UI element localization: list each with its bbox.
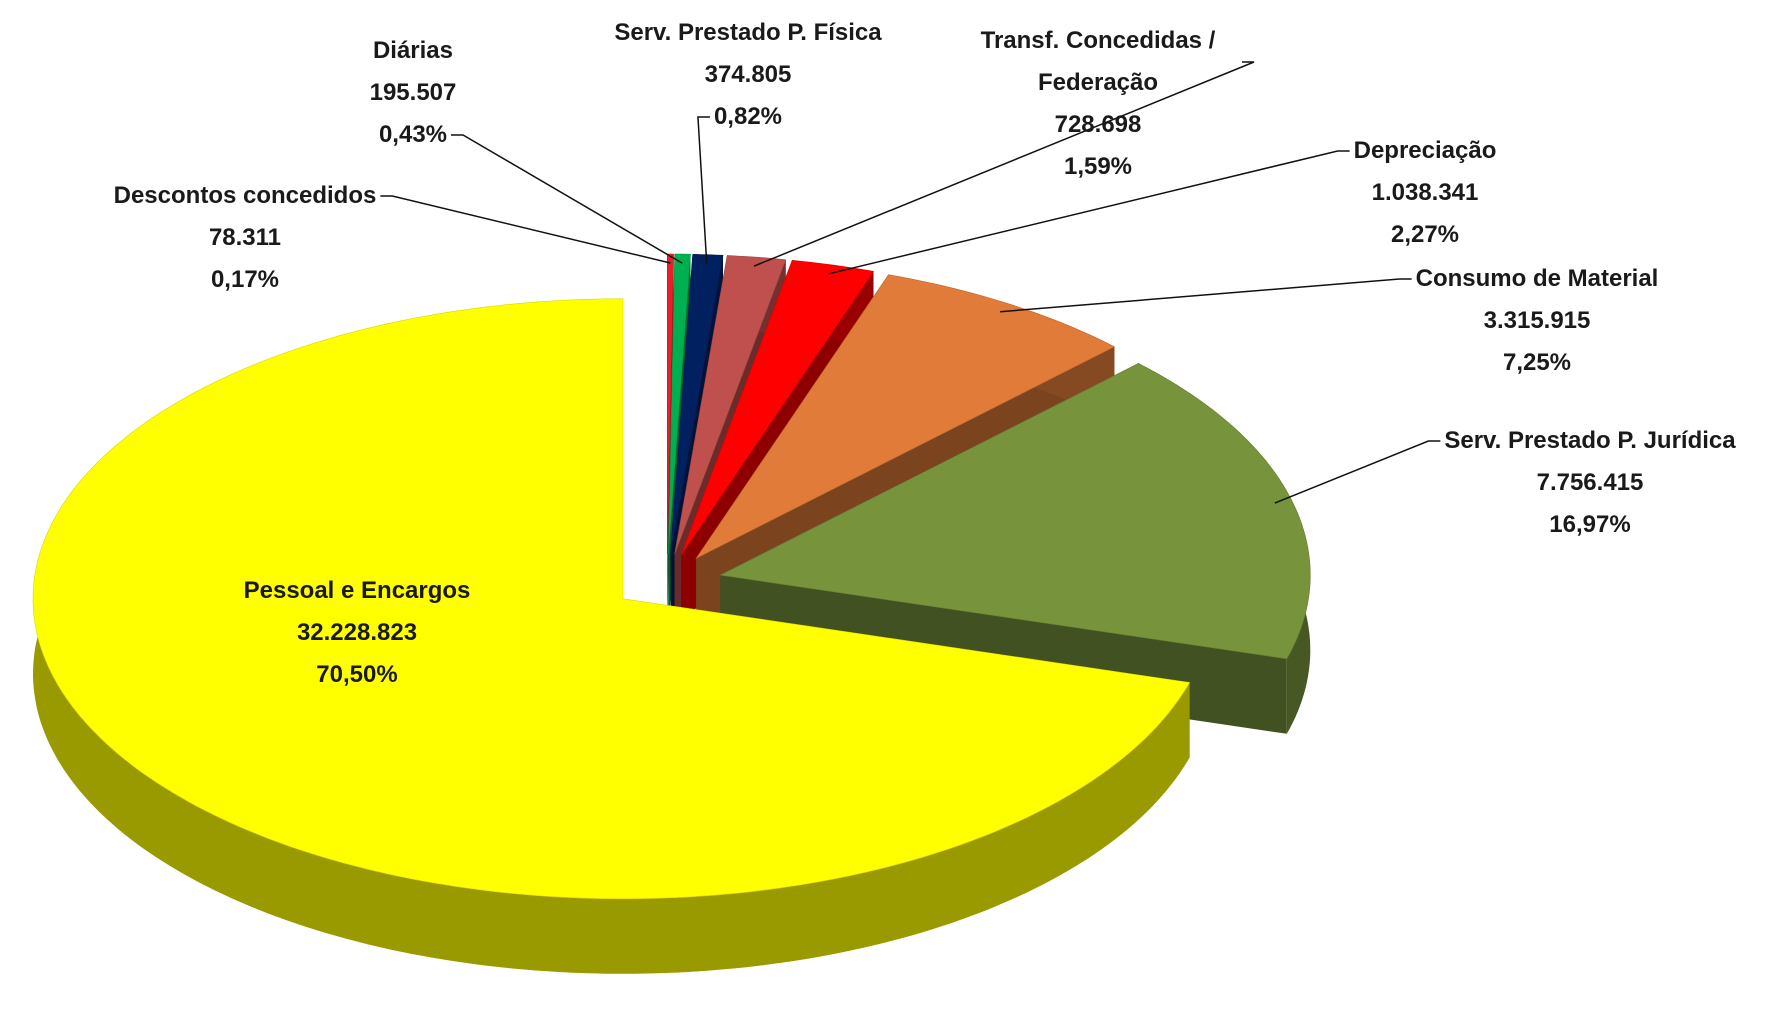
leader-line — [451, 134, 683, 264]
label-percent: 2,27% — [1390, 221, 1460, 248]
data-label: Serv. Prestado P. Jurídica 7.756.415 16,97… — [1444, 420, 1735, 546]
leader-line — [380, 195, 671, 264]
label-name: Depreciação — [1353, 137, 1497, 164]
slice — [668, 253, 691, 555]
label-value: 3.315.915 — [1483, 307, 1591, 334]
label-value: 78.311 — [208, 224, 282, 251]
label-name: Transf. Concedidas / Federação — [980, 27, 1216, 96]
data-label: Depreciação 1.038.341 2,27% — [1354, 130, 1497, 256]
leader-line — [1274, 440, 1441, 504]
leader-line — [697, 116, 710, 264]
label-value: 374.805 — [704, 61, 792, 88]
slice — [719, 363, 1311, 660]
slice — [670, 253, 724, 555]
label-percent: 7,25% — [1502, 349, 1572, 376]
leader-line — [1000, 278, 1412, 313]
label-name: Pessoal e Encargos — [243, 577, 471, 604]
label-percent: 1,59% — [1063, 153, 1133, 180]
data-label: Transf. Concedidas / Federação 728.698 1,5… — [958, 20, 1238, 188]
label-percent: 16,97% — [1549, 511, 1631, 538]
label-name: Serv. Prestado P. Jurídica — [1444, 427, 1736, 454]
label-value: 32.228.823 — [296, 619, 418, 646]
label-name: Consumo de Material — [1415, 265, 1659, 292]
label-value: 195.507 — [369, 79, 457, 106]
slice — [680, 259, 875, 556]
data-label: Descontos concedidos 78.311 0,17% — [114, 175, 377, 301]
slice — [32, 298, 1191, 900]
slice — [695, 274, 1116, 560]
label-value: 728.698 — [1054, 111, 1142, 138]
leader-line — [828, 150, 1350, 275]
leader-line — [753, 61, 1255, 267]
label-percent: 0,43% — [378, 121, 448, 148]
data-label: Pessoal e Encargos 32.228.823 70,50% — [244, 570, 471, 696]
data-label: Diárias 195.507 0,43% — [370, 30, 457, 156]
label-value: 7.756.415 — [1536, 469, 1644, 496]
label-percent: 70,50% — [316, 661, 398, 688]
label-value: 1.038.341 — [1371, 179, 1479, 206]
label-name: Diárias — [372, 37, 454, 64]
label-name: Serv. Prestado P. Física — [614, 19, 882, 46]
slice — [674, 255, 787, 555]
data-label: Serv. Prestado P. Física 374.805 0,82% — [614, 12, 881, 138]
label-percent: 0,82% — [713, 103, 783, 130]
label-percent: 0,17% — [210, 266, 280, 293]
data-label: Consumo de Material 3.315.915 7,25% — [1416, 258, 1659, 384]
label-name: Descontos concedidos — [113, 182, 377, 209]
